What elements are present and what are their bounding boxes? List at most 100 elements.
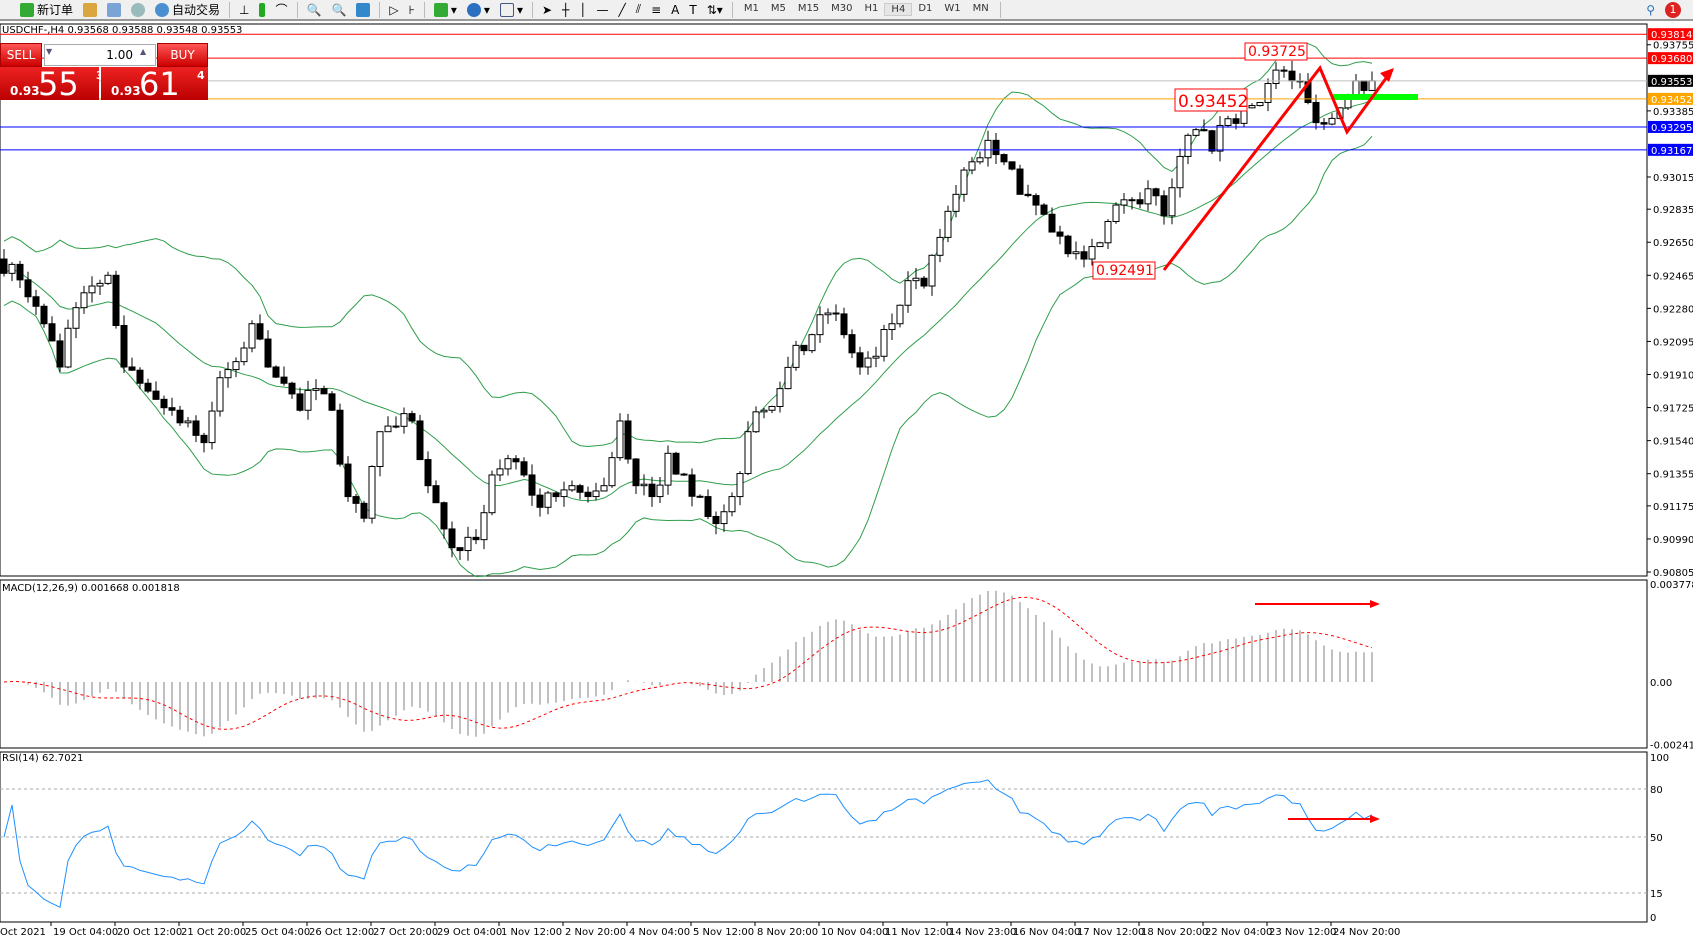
candle (488, 474, 496, 514)
candle (1272, 69, 1280, 85)
buy-button[interactable]: BUY (157, 43, 208, 67)
templates-button[interactable]: ▾ (496, 0, 527, 19)
lot-decrease-button[interactable]: ▼ (46, 47, 53, 56)
buy-price[interactable]: 0.93 61 4 (101, 65, 208, 103)
level-price-tag (1648, 120, 1693, 133)
zoom-out-button[interactable]: 🔍 (331, 2, 347, 17)
new-order-icon (20, 2, 34, 17)
timeframe-w1[interactable]: W1 (944, 3, 961, 14)
periods-button[interactable]: ▾ (463, 0, 494, 19)
candle (816, 314, 824, 336)
candle (536, 494, 544, 508)
crosshair-button[interactable]: ┼ (562, 2, 570, 17)
candle (1264, 83, 1272, 103)
macd-signal-line (3, 596, 1373, 730)
level-price-tag (1648, 52, 1693, 65)
tile-windows-button[interactable] (352, 0, 374, 19)
channel-button[interactable]: ⫽ (635, 2, 642, 16)
price-chart[interactable]: 0.93814 0.93680 0.93553 0.93452 0.93295 0.931… (0, 23, 1693, 943)
candle (0, 258, 8, 274)
candle (16, 263, 24, 281)
candle (1192, 129, 1200, 136)
signals-button[interactable] (127, 0, 149, 19)
fibonacci-button[interactable]: ≡ (651, 2, 662, 17)
price-tick-label: 0.91725 (1653, 404, 1693, 415)
candle (392, 425, 400, 428)
lot-size-input[interactable]: 1.00 (44, 44, 156, 66)
candle (112, 274, 120, 326)
level-price-label: 0.93553 (1651, 77, 1692, 88)
arrows-button[interactable]: ⇅▾ (706, 2, 723, 17)
candle (312, 388, 320, 391)
timeframe-m30[interactable]: M30 (831, 3, 853, 14)
time-tick-label: 25 Oct 04:00 (245, 927, 310, 938)
candle-chart-button[interactable] (255, 0, 269, 19)
timeframe-h4[interactable]: H4 (884, 3, 913, 16)
line-chart-button[interactable]: ⌒ (275, 3, 288, 17)
price-annotation-low: 0.92491 (1096, 263, 1154, 279)
level-price-label: 0.93452 (1651, 95, 1692, 106)
sell-price[interactable]: 0.93 55 3 (0, 65, 104, 103)
zoom-in-button[interactable]: 🔍 (306, 2, 322, 17)
candle-icon (259, 2, 266, 17)
terminal-button[interactable] (103, 0, 125, 19)
label-button[interactable]: T (689, 2, 697, 17)
divider (423, 1, 425, 18)
candle (600, 485, 608, 492)
candle (544, 492, 552, 508)
indicators-button[interactable]: ▾ (430, 0, 461, 19)
candle (576, 485, 584, 493)
auto-trading-button[interactable]: 自动交易 (151, 0, 224, 19)
price-tick-label: 0.91910 (1653, 371, 1693, 382)
cursor-button[interactable]: ➤ (541, 2, 553, 17)
candle (640, 483, 648, 487)
candle (1232, 118, 1240, 124)
vertical-line-button[interactable]: │ (579, 2, 587, 17)
candle (856, 352, 864, 368)
horizontal-line-button[interactable]: — (596, 2, 609, 17)
candle (1160, 195, 1168, 217)
time-tick-label: 1 Nov 12:00 (501, 927, 562, 938)
candle (648, 483, 656, 498)
timeframe-bar: M1 M5 M15 M30 H1 H4 D1 W1 MN (738, 3, 995, 16)
lot-increase-button[interactable]: ▲ (140, 47, 147, 56)
candle (696, 495, 704, 498)
chart-shift-button[interactable]: ⊦ (408, 2, 415, 17)
candle (64, 327, 72, 368)
bar-chart-button[interactable]: ⊥ (239, 2, 250, 17)
notifications-button[interactable]: 1 (1661, 0, 1685, 19)
rsi-line (3, 779, 1373, 908)
timeframe-m5[interactable]: M5 (770, 3, 786, 14)
auto-scroll-button[interactable]: ▷ (389, 2, 399, 17)
new-order-button[interactable]: 新订单 (16, 0, 77, 19)
timeframe-m15[interactable]: M15 (797, 3, 820, 14)
bollinger-middle (3, 99, 1373, 502)
candle (912, 277, 920, 282)
candle (368, 465, 376, 519)
trendline-button[interactable]: ╱ (618, 2, 626, 17)
arrowhead-icon (1370, 815, 1380, 823)
candle (960, 169, 968, 195)
candle (1328, 117, 1336, 125)
text-button[interactable]: A (671, 2, 680, 17)
candle (424, 459, 432, 487)
candle (568, 485, 576, 491)
time-tick-label: 24 Nov 20:00 (1333, 927, 1400, 938)
navigator-button[interactable] (79, 0, 101, 19)
timeframe-d1[interactable]: D1 (918, 3, 933, 14)
search-button[interactable]: ⚲ (1646, 2, 1655, 17)
time-tick-label: Oct 2021 (0, 927, 46, 938)
timeframe-h1[interactable]: H1 (864, 3, 879, 14)
candle (88, 285, 96, 294)
divider (229, 1, 231, 18)
time-tick-label: 21 Oct 20:00 (181, 927, 246, 938)
candle (1216, 124, 1224, 152)
sell-button[interactable]: SELL (0, 43, 42, 67)
price-annotation-high: 0.93725 (1248, 44, 1306, 60)
timeframe-mn[interactable]: MN (972, 3, 989, 14)
price-annotation-box (1092, 261, 1156, 280)
candle (616, 420, 624, 459)
candle (136, 369, 144, 384)
candle (1176, 155, 1184, 189)
timeframe-m1[interactable]: M1 (743, 3, 759, 14)
